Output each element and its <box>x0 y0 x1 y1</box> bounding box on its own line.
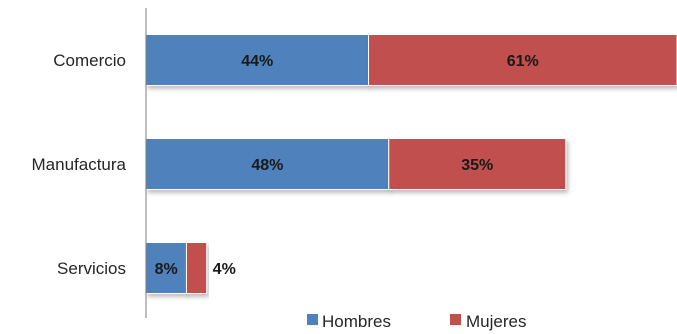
data-label-mujeres-comercio: 61% <box>507 53 539 70</box>
category-label-manufactura: Manufactura <box>32 155 127 174</box>
data-label-hombres-manufactura: 48% <box>251 157 283 174</box>
category-label-comercio: Comercio <box>53 51 126 70</box>
bar-mujeres-servicios <box>185 242 208 294</box>
bar-mujeres-comercio <box>368 34 677 86</box>
legend-label-mujeres: Mujeres <box>466 312 526 331</box>
legend-swatch-hombres <box>307 314 318 325</box>
legend-swatch-mujeres <box>450 314 461 325</box>
legend: Hombres Mujeres <box>307 312 526 331</box>
bar-hombres-comercio <box>145 34 370 86</box>
data-label-hombres-servicios: 8% <box>155 261 178 278</box>
bar-hombres-manufactura <box>145 138 390 190</box>
category-labels: Comercio Manufactura Servicios <box>32 51 127 278</box>
data-label-mujeres-manufactura: 35% <box>461 157 493 174</box>
data-label-hombres-comercio: 44% <box>241 53 273 70</box>
bars-layer: 44% 61% 48% 35% 8% 4% <box>145 34 677 294</box>
legend-label-hombres: Hombres <box>322 312 391 331</box>
bar-mujeres-manufactura <box>388 138 567 190</box>
category-label-servicios: Servicios <box>57 259 126 278</box>
data-label-mujeres-servicios: 4% <box>213 261 236 278</box>
